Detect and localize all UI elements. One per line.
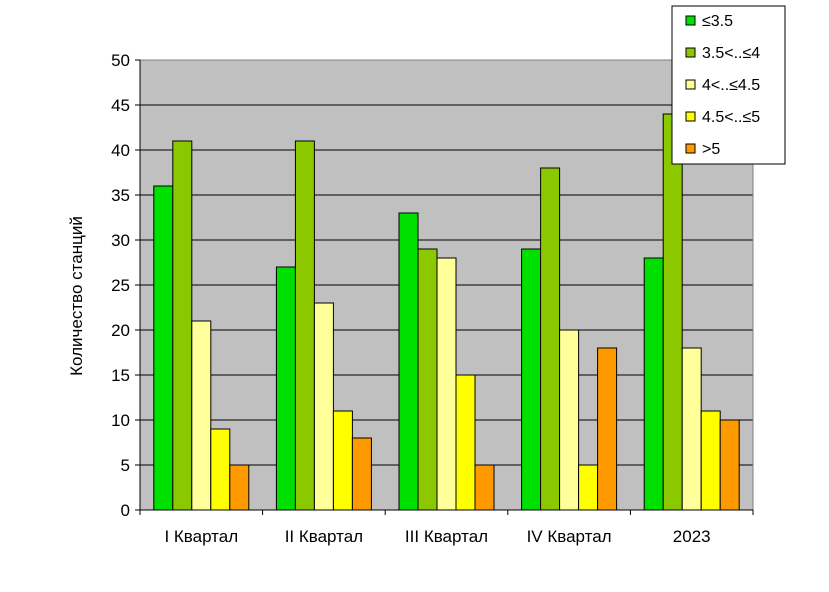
bar: [229, 464, 250, 511]
bars-group: [153, 113, 740, 511]
bar: [153, 185, 174, 511]
bar: [313, 302, 334, 511]
bar: [559, 329, 580, 511]
bar: [210, 428, 231, 511]
x-tick-label: III Квартал: [405, 527, 488, 546]
axes: [135, 59, 754, 515]
x-tick-label: 2023: [673, 527, 711, 546]
bar: [643, 257, 664, 511]
legend-label: 4.5<..≤5: [702, 109, 760, 126]
x-tick-label: II Квартал: [285, 527, 363, 546]
y-tick-label: 30: [111, 231, 130, 250]
x-tick-labels: I Квартал II Квартал III Квартал IV Квартал…: [164, 527, 710, 546]
y-tick-label: 5: [121, 456, 130, 475]
y-tick-label: 15: [111, 366, 130, 385]
bar: [172, 140, 193, 511]
legend-label: 4<..≤4.5: [702, 77, 760, 94]
bar: [700, 410, 721, 511]
bar: [455, 374, 476, 511]
x-tick-label: IV Квартал: [527, 527, 612, 546]
legend-swatch: [685, 47, 696, 58]
bar: [417, 248, 438, 511]
legend-swatch: [685, 143, 696, 154]
bar: [294, 140, 315, 511]
bar: [578, 464, 599, 511]
bar: [436, 257, 457, 511]
legend-swatch: [685, 111, 696, 122]
legend: ≤3.5 3.5<..≤4 4<..≤4.5 4.5<..≤5 >5: [671, 5, 786, 165]
legend-label: >5: [702, 141, 720, 158]
y-tick-label: 35: [111, 186, 130, 205]
bar: [719, 419, 740, 511]
y-tick-label: 20: [111, 321, 130, 340]
y-tick-label: 0: [121, 501, 130, 520]
y-tick-label: 50: [111, 51, 130, 70]
y-tick-label: 45: [111, 96, 130, 115]
bar: [191, 320, 212, 511]
bar: [398, 212, 419, 511]
bar: [597, 347, 618, 511]
y-tick-label: 10: [111, 411, 130, 430]
x-tick-label: I Квартал: [164, 527, 238, 546]
bar: [474, 464, 495, 511]
y-tick-label: 25: [111, 276, 130, 295]
bar: [275, 266, 296, 511]
bar: [332, 410, 353, 511]
y-axis-label: Количество станций: [67, 216, 86, 376]
bar: [351, 437, 372, 511]
y-tick-labels: 0 5 10 15 20 25 30 35 40 45 50: [111, 51, 130, 520]
bar: [662, 113, 683, 511]
legend-swatch: [685, 15, 696, 26]
y-tick-label: 40: [111, 141, 130, 160]
legend-label: 3.5<..≤4: [702, 45, 760, 62]
bar: [540, 167, 561, 511]
legend-label: ≤3.5: [702, 13, 733, 30]
bar: [521, 248, 542, 511]
legend-swatch: [685, 79, 696, 90]
bar: [681, 347, 702, 511]
